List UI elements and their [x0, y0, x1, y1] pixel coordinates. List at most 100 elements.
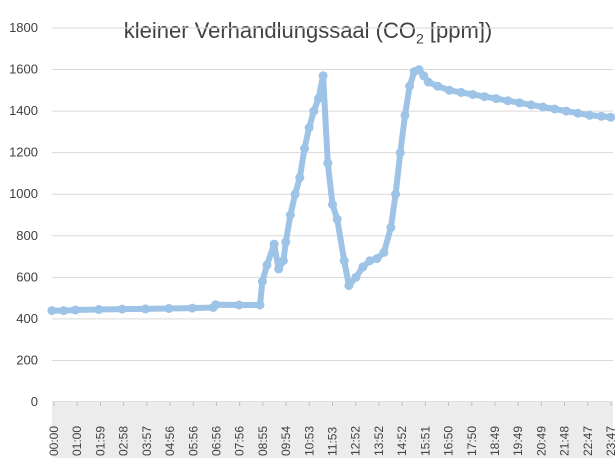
data-point [444, 85, 454, 95]
data-point [391, 189, 401, 199]
data-point [300, 144, 309, 153]
data-point [339, 256, 349, 266]
data-point [585, 110, 595, 120]
y-tick-label: 400 [16, 311, 38, 326]
data-point [328, 200, 337, 210]
data-point [550, 104, 560, 114]
data-point [414, 65, 424, 75]
x-tick-label: 09:54 [279, 426, 293, 456]
y-tick-label: 1400 [9, 103, 38, 118]
data-point [47, 306, 57, 316]
chart-title-tail: [ppm]) [423, 18, 493, 43]
data-point [318, 71, 328, 81]
y-tick-label: 1200 [9, 145, 38, 160]
data-point [295, 173, 305, 183]
x-tick-label: 21:48 [558, 426, 572, 456]
x-tick-label: 20:49 [534, 426, 548, 456]
x-tick-label: 05:56 [186, 426, 200, 456]
data-point [257, 277, 267, 286]
x-axis-band [52, 402, 613, 458]
data-point [234, 300, 244, 310]
data-point [141, 304, 150, 314]
x-tick-label: 16:50 [442, 426, 456, 456]
data-point [479, 92, 489, 102]
data-point [274, 264, 284, 274]
chart-title: kleiner Verhandlungssaal (CO2 [ppm]) [0, 18, 616, 46]
data-point [323, 158, 333, 168]
data-point [309, 106, 319, 116]
x-tick-label: 17:50 [465, 426, 479, 456]
data-point [365, 256, 375, 266]
x-tick-label: 02:58 [117, 426, 131, 456]
data-point [117, 304, 127, 314]
data-point [281, 237, 291, 247]
x-tick-label: 18:49 [488, 426, 502, 456]
data-point [269, 239, 279, 249]
data-point [596, 111, 606, 121]
x-tick-label: 19:49 [511, 426, 525, 456]
y-tick-label: 600 [16, 269, 38, 284]
x-tick-label: 00:00 [47, 426, 61, 456]
x-tick-label: 14:52 [395, 426, 409, 456]
x-tick-label: 10:53 [302, 426, 316, 456]
x-tick-label: 12:52 [349, 426, 363, 456]
data-point [351, 272, 361, 282]
data-point [290, 189, 300, 199]
data-point [187, 303, 197, 313]
data-point [358, 262, 368, 272]
data-point [211, 300, 221, 310]
data-point [314, 94, 323, 104]
data-point [344, 281, 354, 291]
x-tick-label: 04:56 [163, 426, 177, 456]
y-tick-label: 1600 [9, 62, 38, 77]
data-point [285, 210, 295, 220]
data-point [468, 90, 478, 99]
x-tick-label: 06:56 [209, 426, 223, 456]
y-tick-label: 1000 [9, 186, 38, 201]
data-point [526, 100, 536, 110]
data-point [491, 94, 501, 104]
data-point [405, 81, 415, 91]
data-point [278, 256, 288, 266]
x-tick-label: 22:47 [581, 426, 595, 456]
x-tick-label: 01:59 [93, 426, 107, 456]
chart-title-subscript: 2 [416, 30, 424, 47]
data-point [255, 300, 265, 310]
data-point [538, 102, 548, 112]
x-tick-label: 15:51 [418, 426, 432, 456]
data-point [400, 110, 410, 120]
y-tick-label: 800 [16, 228, 38, 243]
x-tick-label: 07:56 [233, 426, 247, 456]
data-point [379, 247, 389, 257]
y-tick-label: 200 [16, 352, 38, 367]
data-point [70, 305, 80, 315]
data-point [395, 148, 405, 158]
x-tick-label: 11:53 [326, 427, 340, 456]
data-point [456, 87, 466, 97]
x-tick-label: 23:47 [604, 426, 616, 456]
x-tick-label: 03:57 [140, 426, 154, 456]
data-point [386, 223, 396, 232]
data-point [573, 108, 583, 118]
chart-title-main: kleiner Verhandlungssaal (CO [123, 18, 416, 43]
x-tick-label: 01:00 [70, 426, 84, 456]
data-point [515, 98, 524, 108]
y-tick-label: 1800 [9, 20, 38, 35]
data-point [423, 77, 433, 87]
data-point [433, 81, 443, 91]
data-point [262, 260, 272, 270]
y-tick-label: 0 [31, 394, 38, 409]
data-point [372, 254, 382, 264]
x-tick-label: 13:52 [372, 426, 386, 456]
data-point [304, 123, 314, 133]
data-point [606, 112, 616, 122]
data-point [59, 306, 69, 316]
data-point [503, 96, 513, 106]
data-point [419, 71, 429, 81]
data-point [561, 106, 571, 116]
data-point [164, 304, 174, 313]
data-point [332, 214, 342, 224]
data-point [94, 305, 104, 314]
